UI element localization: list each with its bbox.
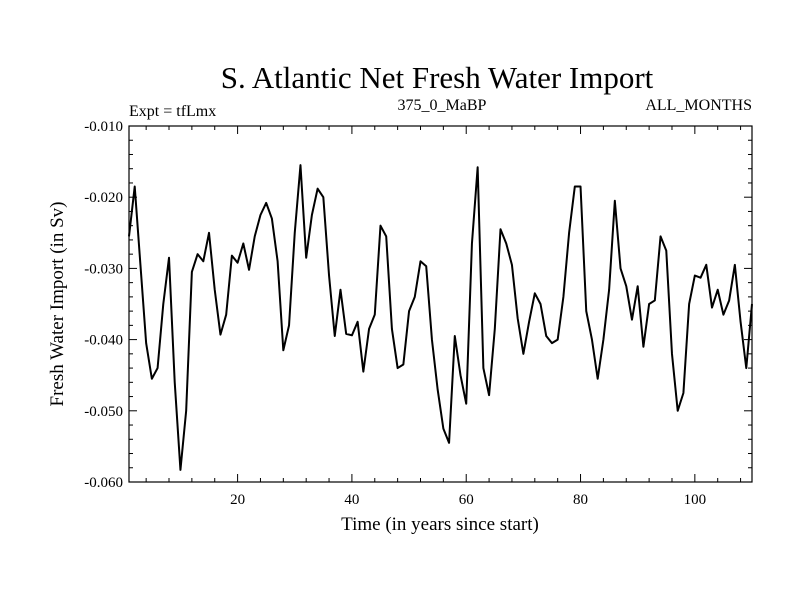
y-tick-label: -0.040 xyxy=(84,333,123,349)
x-tick-label: 60 xyxy=(459,492,474,508)
tick-labels: 20 40 60 80 100 -0.060 -0.050 -0.040 -0.030 -0.02… xyxy=(84,119,706,508)
plot-frame xyxy=(128,125,753,483)
chart-title: S. Atlantic Net Fresh Water Import xyxy=(221,60,654,95)
y-tick-label: -0.020 xyxy=(84,190,123,206)
y-axis-label: Fresh Water Import (in Sv) xyxy=(47,202,68,407)
y-tick-label: -0.050 xyxy=(84,404,123,420)
series-group xyxy=(128,164,753,471)
x-tick-label: 20 xyxy=(230,492,245,508)
x-axis-label: Time (in years since start) xyxy=(341,514,539,535)
run-label: 375_0_MaBP xyxy=(398,97,487,114)
months-label: ALL_MONTHS xyxy=(645,97,752,114)
axis-ticks xyxy=(129,125,752,483)
x-tick-label: 40 xyxy=(344,492,359,508)
experiment-label: Expt = tfLmx xyxy=(129,103,216,120)
y-tick-label: -0.010 xyxy=(84,119,123,135)
y-tick-label: -0.030 xyxy=(84,261,123,277)
y-tick-label: -0.060 xyxy=(84,475,123,491)
x-tick-label: 100 xyxy=(684,492,707,508)
x-tick-label: 80 xyxy=(573,492,588,508)
series-line xyxy=(128,164,753,471)
